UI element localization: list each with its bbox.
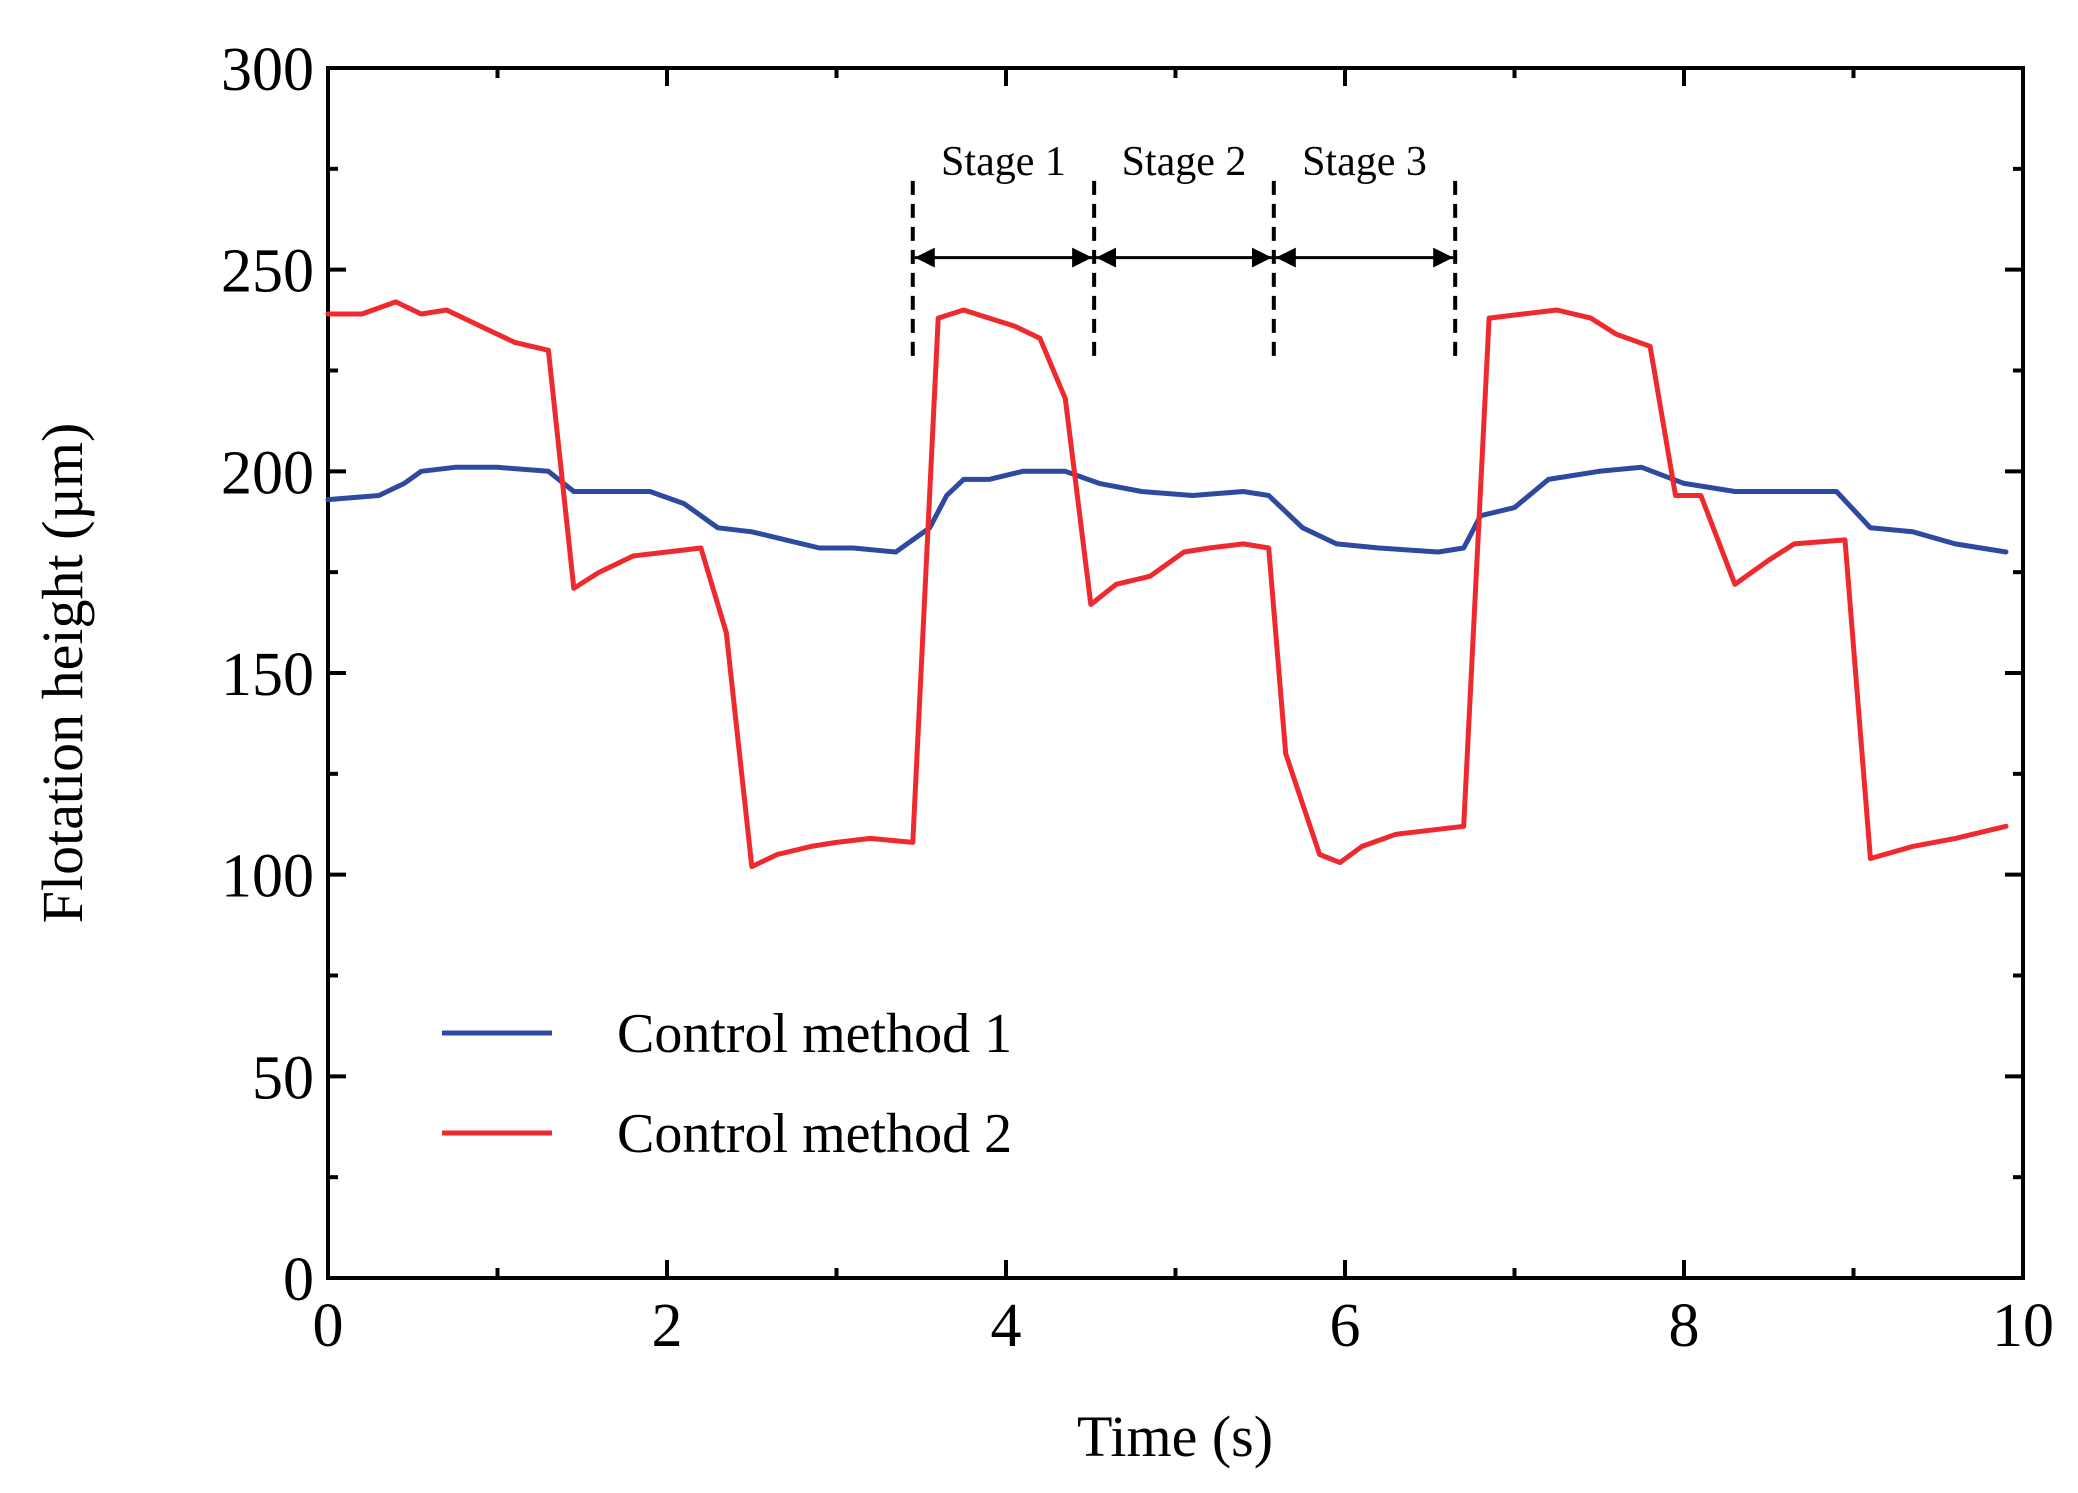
y-tick-label: 300 [221,36,314,104]
x-tick-label: 6 [1330,1292,1361,1360]
legend-label-control-method-2: Control method 2 [617,1103,1012,1165]
stage-label-2: Stage 2 [1122,139,1247,185]
y-tick-label: 200 [221,439,314,507]
legend: Control method 1 Control method 2 [442,1003,1012,1165]
stage-annotations: Stage 1 Stage 2 Stage 3 [910,139,1458,359]
y-tick-label: 100 [221,843,314,911]
x-tick-label: 0 [313,1292,344,1360]
series-line-control-method-1 [325,464,2009,555]
x-tick-labels: 0 2 4 6 8 10 [313,1292,2055,1360]
series-line-control-method-2 [325,299,2009,870]
y-tick-label: 50 [252,1044,314,1112]
x-tick-label: 2 [652,1292,683,1360]
stage-label-1: Stage 1 [941,139,1066,185]
x-tick-label: 10 [1992,1292,2054,1360]
y-tick-label: 0 [283,1246,314,1314]
y-tick-labels: 0 50 100 150 200 250 300 [221,36,314,1314]
series-lines [325,299,2009,870]
x-axis-title: Time (s) [1077,1404,1273,1469]
y-axis-title: Flotation height (µm) [30,423,95,924]
x-tick-label: 4 [991,1292,1022,1360]
x-tick-label: 8 [1669,1292,1700,1360]
y-tick-label: 250 [221,238,314,306]
plot-frame [326,66,2025,1280]
y-tick-label: 150 [221,641,314,709]
stage-label-3: Stage 3 [1302,139,1427,185]
axis-ticks [326,66,2025,1280]
legend-label-control-method-1: Control method 1 [617,1003,1012,1065]
